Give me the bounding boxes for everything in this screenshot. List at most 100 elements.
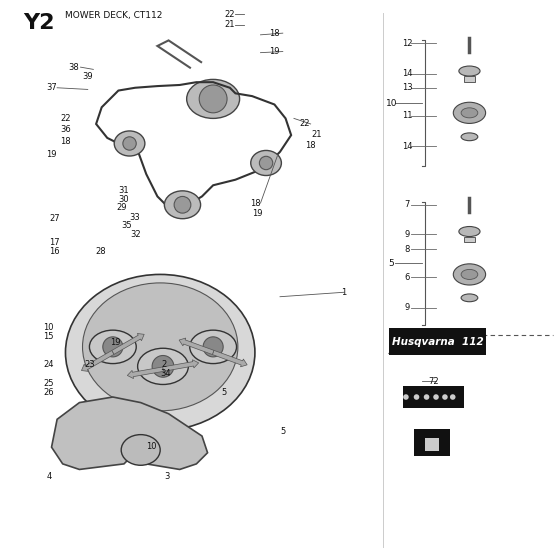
Text: 19: 19 <box>46 150 57 159</box>
Ellipse shape <box>453 264 486 285</box>
Text: Y2: Y2 <box>24 12 55 32</box>
Text: 15: 15 <box>44 332 54 342</box>
Text: 11: 11 <box>402 111 412 120</box>
Text: 10: 10 <box>386 99 397 108</box>
FancyArrow shape <box>81 351 114 371</box>
Text: 28: 28 <box>95 246 106 255</box>
Ellipse shape <box>114 131 145 156</box>
Text: 18: 18 <box>269 29 280 38</box>
Text: 5: 5 <box>280 427 286 436</box>
Circle shape <box>433 394 439 400</box>
FancyArrow shape <box>162 360 199 371</box>
Ellipse shape <box>459 226 480 236</box>
Text: 22: 22 <box>60 114 71 123</box>
Text: 39: 39 <box>82 72 93 81</box>
Text: 22: 22 <box>225 10 235 18</box>
Circle shape <box>174 197 191 213</box>
Text: 5: 5 <box>222 388 227 397</box>
PathPatch shape <box>52 397 208 469</box>
Text: 72: 72 <box>428 377 438 386</box>
Text: 73: 73 <box>396 335 407 344</box>
Text: 37: 37 <box>46 83 57 92</box>
Ellipse shape <box>165 191 200 219</box>
Ellipse shape <box>90 330 136 363</box>
Ellipse shape <box>66 274 255 431</box>
Circle shape <box>424 394 430 400</box>
Text: 32: 32 <box>130 230 141 239</box>
Text: 13: 13 <box>402 83 412 92</box>
Circle shape <box>442 394 448 400</box>
Text: 21: 21 <box>311 129 321 138</box>
Text: 74: 74 <box>430 431 440 440</box>
Text: 8: 8 <box>404 245 410 254</box>
Ellipse shape <box>121 435 160 465</box>
Text: 29: 29 <box>116 203 127 212</box>
Circle shape <box>403 394 409 400</box>
Text: 25: 25 <box>44 379 54 388</box>
Text: 16: 16 <box>49 246 59 255</box>
Circle shape <box>103 337 123 357</box>
Text: 5: 5 <box>389 259 394 268</box>
Text: 9: 9 <box>404 230 410 239</box>
Text: 26: 26 <box>44 388 54 397</box>
Text: 21: 21 <box>225 20 235 29</box>
Ellipse shape <box>461 294 478 302</box>
Ellipse shape <box>461 108 478 118</box>
Text: 14: 14 <box>402 142 412 151</box>
Ellipse shape <box>186 80 240 118</box>
Text: 31: 31 <box>119 186 129 195</box>
Text: 19: 19 <box>253 209 263 218</box>
Text: 36: 36 <box>60 125 71 134</box>
Circle shape <box>450 394 455 400</box>
Text: 9: 9 <box>404 304 410 312</box>
FancyArrow shape <box>127 367 164 379</box>
Text: 38: 38 <box>68 63 79 72</box>
Text: 18: 18 <box>250 199 260 208</box>
FancyBboxPatch shape <box>425 438 438 451</box>
Ellipse shape <box>190 330 236 363</box>
Circle shape <box>259 156 273 170</box>
Circle shape <box>123 137 136 150</box>
Ellipse shape <box>453 102 486 123</box>
Text: 10: 10 <box>44 323 54 332</box>
Text: 19: 19 <box>269 47 279 56</box>
Text: 14: 14 <box>402 69 412 78</box>
Ellipse shape <box>82 283 238 411</box>
Text: 7: 7 <box>404 200 410 209</box>
Text: 22: 22 <box>300 119 310 128</box>
FancyBboxPatch shape <box>403 386 464 408</box>
Text: 24: 24 <box>44 360 54 369</box>
Text: 23: 23 <box>84 360 95 369</box>
Text: 12: 12 <box>402 39 412 48</box>
Text: 1: 1 <box>342 288 347 297</box>
Text: 27: 27 <box>49 214 59 223</box>
Text: 34: 34 <box>161 369 171 378</box>
Bar <box>464 236 475 242</box>
Text: MOWER DECK, CT112: MOWER DECK, CT112 <box>66 11 163 20</box>
FancyBboxPatch shape <box>414 429 450 455</box>
Ellipse shape <box>138 348 188 385</box>
Text: 18: 18 <box>305 141 316 150</box>
Text: 2: 2 <box>161 360 167 369</box>
Text: 30: 30 <box>119 195 129 204</box>
FancyBboxPatch shape <box>389 329 486 355</box>
Circle shape <box>203 337 223 357</box>
Circle shape <box>414 394 419 400</box>
FancyArrow shape <box>212 351 247 367</box>
FancyArrow shape <box>111 334 144 354</box>
Text: Husqvarna  112: Husqvarna 112 <box>391 337 483 347</box>
Text: 10: 10 <box>147 441 157 451</box>
Text: 4: 4 <box>46 472 52 480</box>
Ellipse shape <box>459 66 480 76</box>
Text: 6: 6 <box>404 273 410 282</box>
Circle shape <box>152 356 174 377</box>
Text: 19: 19 <box>110 338 121 347</box>
Ellipse shape <box>461 269 478 279</box>
Ellipse shape <box>251 151 281 175</box>
Text: 18: 18 <box>60 137 71 146</box>
Text: 1: 1 <box>409 390 414 399</box>
Text: 17: 17 <box>49 237 59 246</box>
Bar <box>464 76 475 82</box>
Circle shape <box>199 85 227 113</box>
FancyArrow shape <box>179 338 214 354</box>
